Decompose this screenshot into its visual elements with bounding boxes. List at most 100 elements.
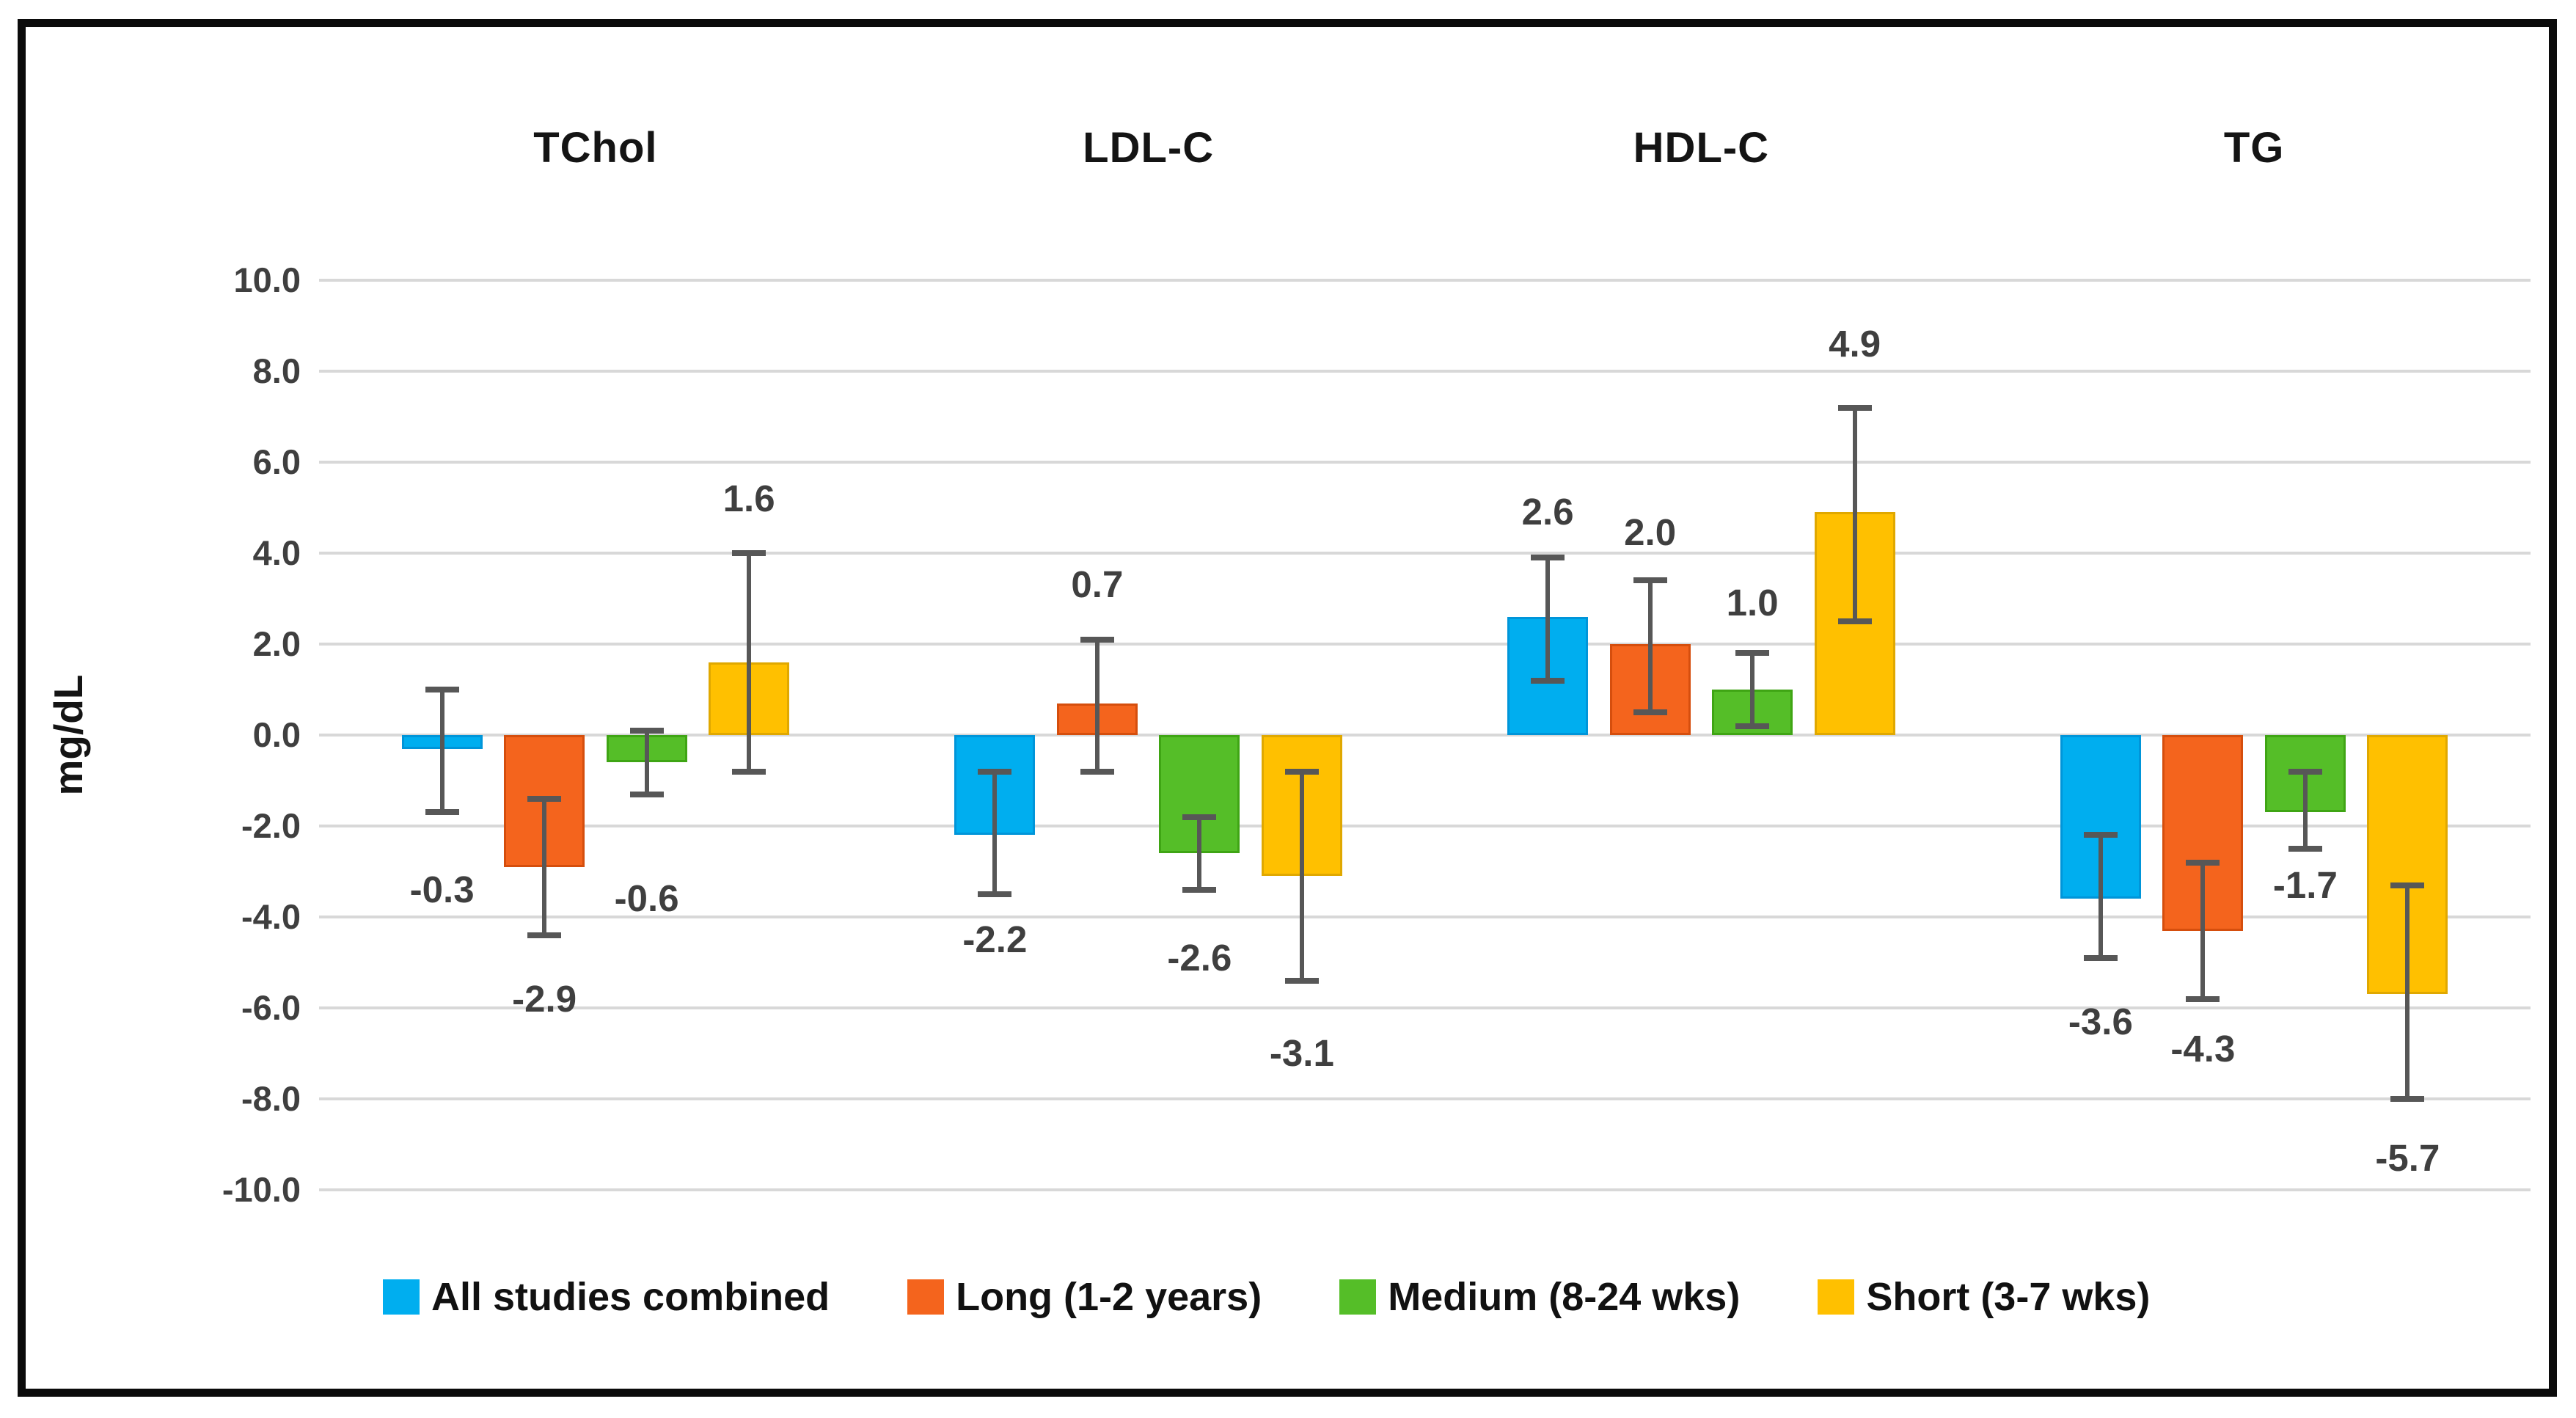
legend-swatch: [1818, 1279, 1855, 1315]
gridline: [319, 916, 2531, 918]
error-bar: [1852, 407, 1857, 621]
error-bar-cap: [2288, 768, 2322, 775]
y-axis-tick-label: 4.0: [252, 533, 301, 572]
y-axis-tick-label: -4.0: [241, 897, 301, 936]
error-bar-cap: [2083, 832, 2118, 838]
data-label: -5.7: [2375, 1136, 2440, 1179]
error-bar: [1299, 771, 1304, 981]
y-axis-tick-label: -6.0: [241, 988, 301, 1027]
error-bar-cap: [527, 795, 562, 802]
error-bar-cap: [2083, 954, 2118, 961]
y-axis-tick-label: 0.0: [252, 715, 301, 754]
error-bar-cap: [1633, 709, 1667, 715]
error-bar-cap: [1735, 723, 1770, 729]
error-bar-cap: [1735, 650, 1770, 657]
error-bar-cap: [1080, 768, 1114, 775]
error-bar-cap: [2186, 995, 2220, 1002]
error-bar-cap: [1182, 814, 1217, 820]
error-bar: [644, 730, 649, 794]
legend-label: All studies combined: [431, 1275, 830, 1319]
legend-label: Long (1-2 years): [956, 1275, 1262, 1319]
error-bar-cap: [1837, 404, 1872, 411]
error-bar: [1094, 639, 1099, 772]
error-bar-cap: [732, 768, 766, 775]
y-axis-tick-label: -10.0: [222, 1170, 301, 1209]
gridline: [319, 461, 2531, 464]
error-bar-cap: [2186, 859, 2220, 866]
error-bar-cap: [1837, 618, 1872, 624]
gridline: [319, 1188, 2531, 1191]
data-label: 2.6: [1521, 491, 1574, 533]
error-bar-cap: [1284, 768, 1319, 775]
error-bar: [2098, 835, 2103, 958]
legend: All studies combined Long (1-2 years) Medi…: [383, 1268, 2150, 1326]
legend-label: Short (3-7 wks): [1866, 1275, 2151, 1319]
error-bar: [747, 553, 752, 772]
gridline: [319, 279, 2531, 282]
error-bar-cap: [1080, 636, 1114, 643]
data-label: -3.1: [1269, 1032, 1334, 1074]
error-bar-cap: [732, 550, 766, 556]
y-axis-title: mg/dL: [45, 674, 91, 796]
error-bar: [439, 690, 444, 813]
error-bar: [1647, 580, 1653, 712]
error-bar: [992, 771, 998, 894]
error-bar-cap: [629, 791, 664, 797]
data-label: -0.3: [409, 868, 475, 910]
error-bar-cap: [425, 687, 459, 692]
data-label: 2.0: [1624, 511, 1677, 554]
legend-swatch: [907, 1279, 945, 1315]
error-bar-cap: [2288, 846, 2322, 852]
legend-swatch: [1339, 1279, 1377, 1315]
error-bar-cap: [629, 727, 664, 734]
y-axis-tick-label: 10.0: [233, 260, 301, 299]
y-axis-tick-label: -2.0: [241, 806, 301, 845]
gridline: [319, 734, 2531, 737]
category-header: TChol: [533, 124, 658, 172]
error-bar-cap: [425, 809, 459, 816]
y-axis-tick-label: -8.0: [241, 1079, 301, 1118]
legend-item: Medium (8-24 wks): [1339, 1274, 1740, 1320]
data-label: 1.0: [1726, 582, 1779, 624]
gridline: [319, 825, 2531, 827]
legend-swatch: [383, 1279, 420, 1315]
error-bar-cap: [2390, 882, 2425, 888]
error-bar: [1197, 816, 1202, 890]
data-label: -0.6: [614, 877, 679, 920]
error-bar: [1545, 558, 1551, 681]
data-label: -1.7: [2272, 863, 2338, 906]
gridline: [319, 552, 2531, 555]
error-bar: [2405, 885, 2410, 1099]
error-bar-cap: [1633, 577, 1667, 584]
y-axis-tick-label: 8.0: [252, 351, 301, 390]
data-label: 4.9: [1829, 322, 1881, 365]
category-header: LDL-C: [1083, 124, 1215, 172]
y-axis-tick-label: 6.0: [252, 442, 301, 481]
error-bar-cap: [1284, 977, 1319, 984]
error-bar-cap: [1182, 886, 1217, 893]
error-bar-cap: [2390, 1096, 2425, 1102]
error-bar-cap: [978, 768, 1012, 775]
legend-label: Medium (8-24 wks): [1388, 1275, 1741, 1319]
error-bar: [2302, 771, 2308, 849]
error-bar: [2200, 862, 2206, 999]
data-label: -2.9: [512, 977, 577, 1020]
data-label: -3.6: [2068, 1000, 2133, 1042]
gridline: [319, 1097, 2531, 1100]
gridline: [319, 643, 2531, 646]
error-bar-cap: [1531, 677, 1565, 684]
data-label: 0.7: [1071, 563, 1124, 606]
error-bar-cap: [1531, 555, 1565, 561]
error-bar: [1750, 653, 1755, 726]
data-label: -4.3: [2170, 1027, 2236, 1070]
legend-item: All studies combined: [383, 1274, 830, 1320]
category-header: HDL-C: [1633, 124, 1770, 172]
legend-item: Long (1-2 years): [907, 1274, 1262, 1320]
error-bar-cap: [527, 932, 562, 938]
gridline: [319, 1006, 2531, 1009]
gridline: [319, 370, 2531, 373]
data-label: 1.6: [722, 477, 775, 519]
error-bar-cap: [978, 891, 1012, 897]
y-axis-tick-label: 2.0: [252, 624, 301, 663]
